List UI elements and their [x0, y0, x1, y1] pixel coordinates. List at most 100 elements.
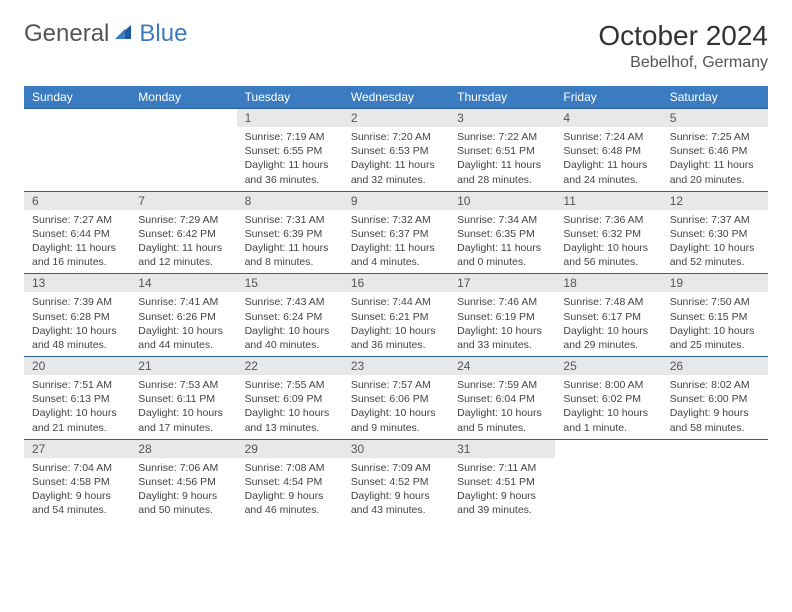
daylight-text: Daylight: 10 hours and 9 minutes.: [351, 406, 441, 434]
calendar-cell: 7Sunrise: 7:29 AMSunset: 6:42 PMDaylight…: [130, 191, 236, 274]
calendar-cell: 25Sunrise: 8:00 AMSunset: 6:02 PMDayligh…: [555, 357, 661, 440]
calendar-week: 6Sunrise: 7:27 AMSunset: 6:44 PMDaylight…: [24, 191, 768, 274]
daylight-text: Daylight: 10 hours and 48 minutes.: [32, 324, 122, 352]
daylight-text: Daylight: 11 hours and 4 minutes.: [351, 241, 441, 269]
sunset-text: Sunset: 6:32 PM: [563, 227, 653, 241]
day-number: 24: [449, 357, 555, 375]
sunrise-text: Sunrise: 7:46 AM: [457, 295, 547, 309]
day-details: Sunrise: 7:29 AMSunset: 6:42 PMDaylight:…: [130, 210, 236, 274]
weekday-header: Wednesday: [343, 86, 449, 109]
day-details: Sunrise: 7:22 AMSunset: 6:51 PMDaylight:…: [449, 127, 555, 191]
day-details: Sunrise: 7:09 AMSunset: 4:52 PMDaylight:…: [343, 458, 449, 522]
daylight-text: Daylight: 10 hours and 1 minute.: [563, 406, 653, 434]
sunset-text: Sunset: 6:44 PM: [32, 227, 122, 241]
calendar-week: 27Sunrise: 7:04 AMSunset: 4:58 PMDayligh…: [24, 439, 768, 521]
day-details: Sunrise: 7:34 AMSunset: 6:35 PMDaylight:…: [449, 210, 555, 274]
sunset-text: Sunset: 4:58 PM: [32, 475, 122, 489]
logo-word1: General: [24, 20, 109, 48]
calendar-cell: 16Sunrise: 7:44 AMSunset: 6:21 PMDayligh…: [343, 274, 449, 357]
daylight-text: Daylight: 11 hours and 20 minutes.: [670, 158, 760, 186]
calendar-cell: 23Sunrise: 7:57 AMSunset: 6:06 PMDayligh…: [343, 357, 449, 440]
calendar-cell: 28Sunrise: 7:06 AMSunset: 4:56 PMDayligh…: [130, 439, 236, 521]
sunset-text: Sunset: 6:11 PM: [138, 392, 228, 406]
calendar-cell: 3Sunrise: 7:22 AMSunset: 6:51 PMDaylight…: [449, 109, 555, 192]
sunrise-text: Sunrise: 7:39 AM: [32, 295, 122, 309]
sunrise-text: Sunrise: 7:19 AM: [245, 130, 335, 144]
sunrise-text: Sunrise: 7:59 AM: [457, 378, 547, 392]
daylight-text: Daylight: 10 hours and 36 minutes.: [351, 324, 441, 352]
daylight-text: Daylight: 10 hours and 13 minutes.: [245, 406, 335, 434]
sunrise-text: Sunrise: 7:43 AM: [245, 295, 335, 309]
weekday-header: Friday: [555, 86, 661, 109]
sunrise-text: Sunrise: 7:36 AM: [563, 213, 653, 227]
day-details: Sunrise: 7:11 AMSunset: 4:51 PMDaylight:…: [449, 458, 555, 522]
daylight-text: Daylight: 11 hours and 8 minutes.: [245, 241, 335, 269]
calendar-cell: 9Sunrise: 7:32 AMSunset: 6:37 PMDaylight…: [343, 191, 449, 274]
day-details: Sunrise: 7:55 AMSunset: 6:09 PMDaylight:…: [237, 375, 343, 439]
day-details: Sunrise: 7:04 AMSunset: 4:58 PMDaylight:…: [24, 458, 130, 522]
daylight-text: Daylight: 10 hours and 25 minutes.: [670, 324, 760, 352]
sunrise-text: Sunrise: 7:04 AM: [32, 461, 122, 475]
calendar-cell: 17Sunrise: 7:46 AMSunset: 6:19 PMDayligh…: [449, 274, 555, 357]
day-details: Sunrise: 7:53 AMSunset: 6:11 PMDaylight:…: [130, 375, 236, 439]
sunset-text: Sunset: 6:24 PM: [245, 310, 335, 324]
day-number: 8: [237, 192, 343, 210]
day-number: 2: [343, 109, 449, 127]
sunrise-text: Sunrise: 7:24 AM: [563, 130, 653, 144]
day-number: 16: [343, 274, 449, 292]
calendar-week: ....1Sunrise: 7:19 AMSunset: 6:55 PMDayl…: [24, 109, 768, 192]
day-number: 3: [449, 109, 555, 127]
sunrise-text: Sunrise: 7:29 AM: [138, 213, 228, 227]
logo-word2: Blue: [139, 20, 187, 48]
calendar-cell: 8Sunrise: 7:31 AMSunset: 6:39 PMDaylight…: [237, 191, 343, 274]
day-details: Sunrise: 7:44 AMSunset: 6:21 PMDaylight:…: [343, 292, 449, 356]
calendar-cell: 24Sunrise: 7:59 AMSunset: 6:04 PMDayligh…: [449, 357, 555, 440]
day-details: Sunrise: 7:57 AMSunset: 6:06 PMDaylight:…: [343, 375, 449, 439]
day-number: 7: [130, 192, 236, 210]
sunrise-text: Sunrise: 7:37 AM: [670, 213, 760, 227]
sunrise-text: Sunrise: 7:31 AM: [245, 213, 335, 227]
calendar-cell: 10Sunrise: 7:34 AMSunset: 6:35 PMDayligh…: [449, 191, 555, 274]
day-details: Sunrise: 7:25 AMSunset: 6:46 PMDaylight:…: [662, 127, 768, 191]
calendar-cell: 22Sunrise: 7:55 AMSunset: 6:09 PMDayligh…: [237, 357, 343, 440]
daylight-text: Daylight: 10 hours and 52 minutes.: [670, 241, 760, 269]
sunset-text: Sunset: 6:00 PM: [670, 392, 760, 406]
daylight-text: Daylight: 11 hours and 0 minutes.: [457, 241, 547, 269]
sunset-text: Sunset: 6:37 PM: [351, 227, 441, 241]
sunset-text: Sunset: 6:09 PM: [245, 392, 335, 406]
calendar-cell: ..: [24, 109, 130, 192]
daylight-text: Daylight: 10 hours and 33 minutes.: [457, 324, 547, 352]
day-number: 5: [662, 109, 768, 127]
sunrise-text: Sunrise: 7:08 AM: [245, 461, 335, 475]
day-number: 19: [662, 274, 768, 292]
sunset-text: Sunset: 6:13 PM: [32, 392, 122, 406]
calendar-cell: 12Sunrise: 7:37 AMSunset: 6:30 PMDayligh…: [662, 191, 768, 274]
day-number: 22: [237, 357, 343, 375]
daylight-text: Daylight: 11 hours and 16 minutes.: [32, 241, 122, 269]
daylight-text: Daylight: 9 hours and 43 minutes.: [351, 489, 441, 517]
calendar-cell: 30Sunrise: 7:09 AMSunset: 4:52 PMDayligh…: [343, 439, 449, 521]
sunset-text: Sunset: 6:48 PM: [563, 144, 653, 158]
sunset-text: Sunset: 4:51 PM: [457, 475, 547, 489]
day-number: 29: [237, 440, 343, 458]
weekday-header: Tuesday: [237, 86, 343, 109]
day-number: 17: [449, 274, 555, 292]
day-number: 4: [555, 109, 661, 127]
day-details: Sunrise: 7:43 AMSunset: 6:24 PMDaylight:…: [237, 292, 343, 356]
daylight-text: Daylight: 10 hours and 40 minutes.: [245, 324, 335, 352]
day-details: Sunrise: 7:48 AMSunset: 6:17 PMDaylight:…: [555, 292, 661, 356]
weekday-header: Thursday: [449, 86, 555, 109]
calendar-cell: 31Sunrise: 7:11 AMSunset: 4:51 PMDayligh…: [449, 439, 555, 521]
daylight-text: Daylight: 9 hours and 58 minutes.: [670, 406, 760, 434]
daylight-text: Daylight: 10 hours and 44 minutes.: [138, 324, 228, 352]
daylight-text: Daylight: 9 hours and 46 minutes.: [245, 489, 335, 517]
sunrise-text: Sunrise: 7:41 AM: [138, 295, 228, 309]
sunset-text: Sunset: 6:26 PM: [138, 310, 228, 324]
day-details: Sunrise: 8:02 AMSunset: 6:00 PMDaylight:…: [662, 375, 768, 439]
sunset-text: Sunset: 4:52 PM: [351, 475, 441, 489]
sunset-text: Sunset: 6:17 PM: [563, 310, 653, 324]
daylight-text: Daylight: 10 hours and 29 minutes.: [563, 324, 653, 352]
sunset-text: Sunset: 6:21 PM: [351, 310, 441, 324]
sunrise-text: Sunrise: 7:50 AM: [670, 295, 760, 309]
day-details: Sunrise: 8:00 AMSunset: 6:02 PMDaylight:…: [555, 375, 661, 439]
